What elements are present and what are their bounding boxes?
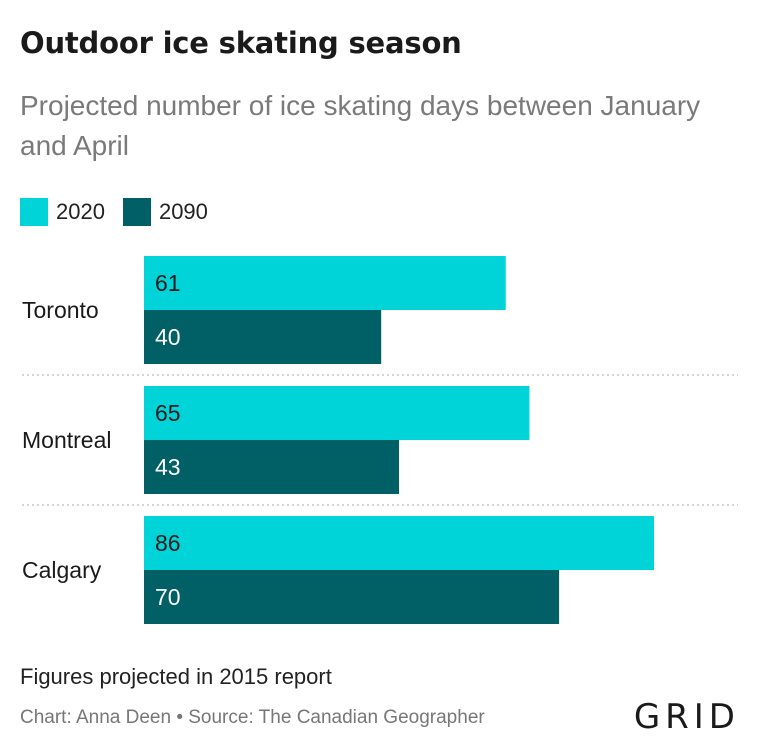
legend-label-2090: 2090: [158, 199, 208, 224]
chart-title: Outdoor ice skating season: [20, 26, 462, 60]
value-label-toronto-2090: 40: [155, 324, 181, 350]
category-label-toronto: Toronto: [22, 297, 99, 323]
category-label-calgary: Calgary: [22, 557, 102, 583]
chart-subtitle: Projected number of ice skating days bet…: [20, 90, 701, 161]
legend: 2020 2090: [20, 198, 226, 226]
value-label-montreal-2090: 43: [155, 454, 181, 480]
bar-toronto-2020: [144, 256, 506, 310]
chart-credits: Chart: Anna Deen • Source: The Canadian …: [20, 707, 485, 728]
category-label-montreal: Montreal: [22, 427, 111, 453]
legend-item-2090: 2090: [122, 198, 208, 226]
value-label-calgary-2020: 86: [155, 530, 181, 556]
grid-logo: GRID: [633, 697, 740, 737]
value-label-toronto-2020: 61: [155, 270, 181, 296]
bar-calgary-2090: [144, 570, 560, 624]
legend-swatch-2020: [20, 198, 48, 226]
bar-montreal-2020: [144, 386, 530, 440]
bar-toronto-2090: [144, 310, 382, 364]
bar-calgary-2020: [144, 516, 654, 570]
value-label-calgary-2090: 70: [155, 584, 181, 610]
legend-swatch-2090: [122, 198, 151, 226]
legend-item-2020: 2020: [20, 198, 105, 226]
chart-note: Figures projected in 2015 report: [20, 664, 332, 689]
bar-montreal-2090: [144, 440, 399, 494]
legend-label-2020: 2020: [56, 199, 105, 224]
value-label-montreal-2020: 65: [155, 400, 181, 426]
